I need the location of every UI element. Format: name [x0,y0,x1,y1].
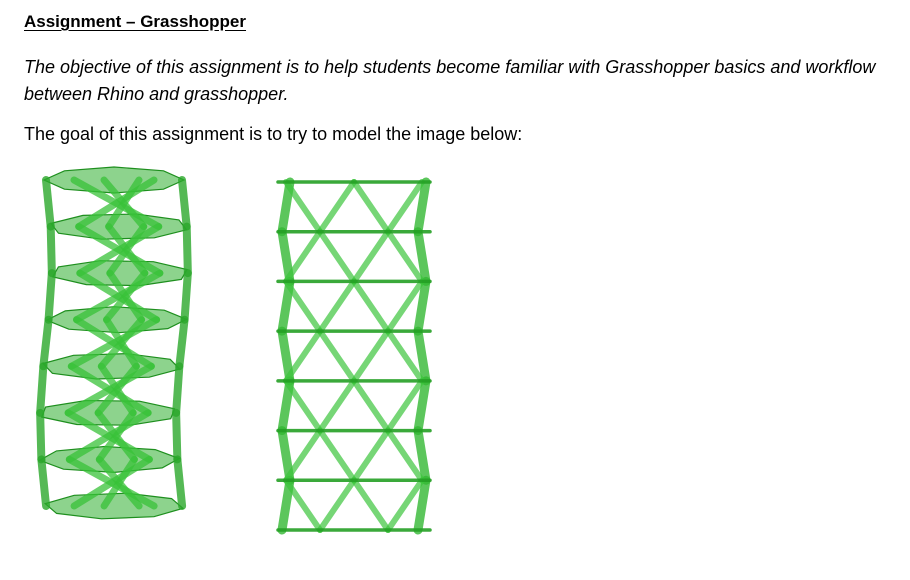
diagonal-brace [351,278,391,335]
edge-column [413,276,431,336]
diagonal-brace [317,427,357,484]
diagonal-brace [385,228,425,285]
diagonal-brace [385,328,425,384]
edge-column [413,426,431,485]
tower-perspective-render [36,166,192,520]
diagonal-brace [283,377,323,434]
edge-column [172,362,184,417]
diagonal-brace [95,409,137,463]
edge-column [172,408,182,464]
diagonal-brace [351,477,391,533]
diagonal-brace [351,179,391,235]
edge-column [413,376,431,436]
edge-column [37,455,51,510]
diagonal-brace [94,362,140,417]
objective-paragraph: The objective of this assignment is to h… [24,57,876,104]
edge-column [46,222,56,278]
diagonal-brace [65,409,152,463]
diagonal-brace [283,477,323,533]
diagonal-brace [385,278,425,335]
edge-column [182,222,192,278]
edge-column [39,315,53,371]
diagonal-brace [351,427,391,484]
diagonal-brace [67,316,161,370]
floor-plate [43,492,185,520]
diagonal-brace [317,328,357,384]
diagonal-brace [317,228,357,285]
edge-column [42,176,55,231]
assignment-title: Assignment – Grasshopper [24,12,247,31]
diagonal-brace [283,179,323,235]
tower-elevation-render [276,177,432,535]
tower-elevation-figure [274,176,436,536]
edge-column [413,177,431,237]
diagonal-brace [317,179,357,235]
edge-column [413,227,431,286]
diagonal-brace [317,477,357,533]
edge-column [413,475,431,535]
tower-perspective-figure [36,166,196,536]
goal-paragraph: The goal of this assignment is to try to… [24,124,523,144]
edge-column [180,269,192,324]
diagonal-brace [97,316,146,370]
diagonal-brace [351,228,391,285]
diagonal-brace [351,377,391,434]
diagonal-brace [70,455,153,510]
diagonal-brace [283,427,323,484]
edge-column [175,315,189,371]
diagonal-brace [73,269,164,324]
diagonal-brace [317,377,357,434]
diagonal-brace [64,362,155,417]
diagonal-brace [106,223,148,277]
diagonal-brace [351,328,391,384]
diagonal-brace [103,269,149,324]
edge-column [36,408,46,464]
diagonal-brace [100,455,138,510]
diagonal-brace [317,278,357,335]
edge-column [173,455,187,510]
edge-column [44,269,56,324]
diagonal-brace [385,179,425,235]
diagonal-brace [385,477,425,533]
diagonal-brace [75,176,158,231]
edge-column [413,326,431,386]
diagonal-brace [76,223,163,277]
diagonal-brace [283,278,323,335]
diagonal-brace [283,228,323,285]
diagonal-brace [385,427,425,484]
edge-column [36,362,48,417]
diagonal-brace [385,377,425,434]
diagonal-brace [283,328,323,384]
diagonal-brace [105,176,143,231]
edge-column [178,176,191,231]
